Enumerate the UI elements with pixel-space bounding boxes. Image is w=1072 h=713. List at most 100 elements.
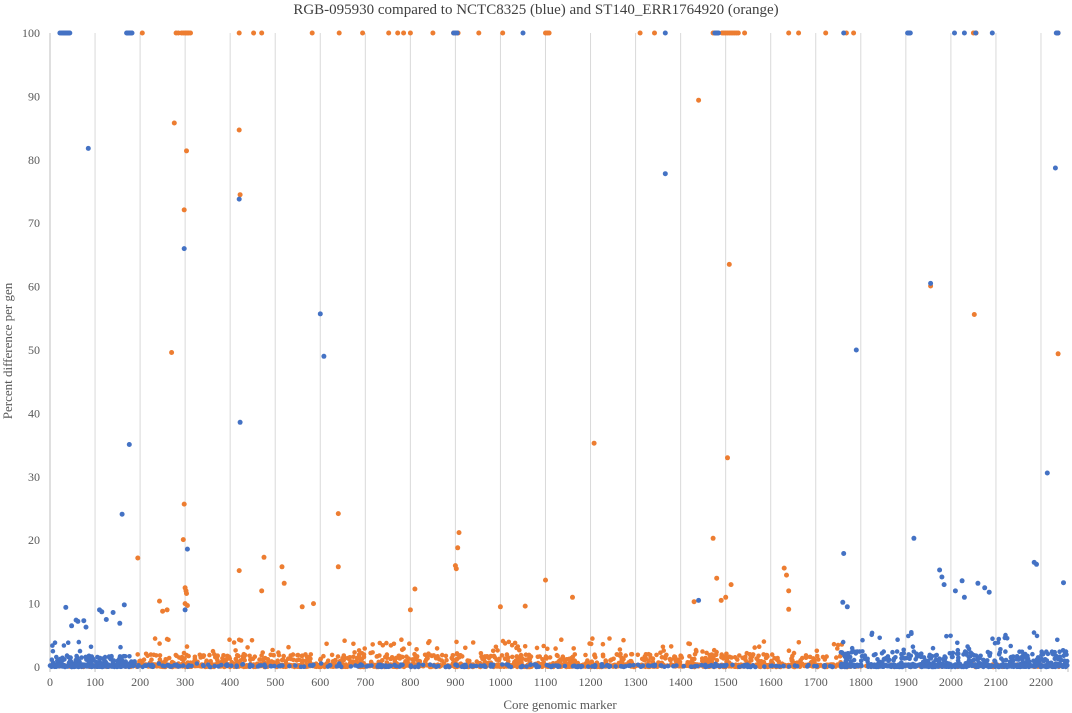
blue-point — [1055, 637, 1060, 643]
blue-point — [50, 660, 56, 665]
orange-point — [522, 603, 528, 609]
orange-point — [212, 652, 217, 657]
blue-point — [853, 347, 859, 353]
blue-point — [716, 663, 722, 669]
y-axis-label: Percent difference per gen — [0, 282, 15, 419]
orange-point — [286, 644, 291, 650]
blue-point — [1040, 652, 1046, 657]
chart-title: RGB-095930 compared to NCTC8325 (blue) a… — [293, 2, 778, 18]
blue-point — [364, 664, 369, 669]
orange-point — [555, 653, 560, 659]
orange-point — [572, 658, 578, 663]
orange-point — [834, 655, 839, 660]
blue-point — [952, 30, 957, 36]
blue-point — [287, 663, 292, 669]
blue-point — [631, 663, 636, 668]
orange-point — [553, 646, 558, 651]
orange-point — [169, 350, 175, 355]
orange-point — [495, 648, 500, 653]
blue-point — [1024, 664, 1030, 669]
orange-point — [392, 658, 398, 664]
orange-point — [786, 588, 792, 594]
x-tick-label: 1400 — [669, 675, 693, 689]
orange-point — [500, 638, 506, 644]
orange-point — [268, 652, 274, 658]
orange-point — [723, 594, 729, 600]
y-tick-label: 100 — [22, 26, 40, 40]
x-tick-label: 1700 — [804, 675, 828, 689]
blue-point — [105, 664, 111, 669]
blue-point — [524, 664, 529, 669]
blue-point — [1008, 655, 1014, 660]
blue-point — [1060, 663, 1065, 668]
blue-point — [895, 637, 900, 642]
orange-point — [270, 647, 275, 653]
blue-point — [959, 578, 965, 584]
blue-point — [590, 664, 595, 669]
x-tick-label: 300 — [176, 675, 194, 689]
orange-point — [145, 653, 150, 659]
orange-point — [629, 651, 635, 657]
x-tick-label: 600 — [311, 675, 329, 689]
orange-point — [470, 640, 476, 645]
orange-point — [184, 591, 189, 596]
blue-point — [73, 657, 79, 663]
orange-point — [725, 455, 730, 461]
blue-point — [688, 664, 694, 669]
blue-point — [127, 654, 132, 659]
blue-point — [74, 663, 79, 669]
blue-point — [956, 651, 961, 657]
blue-point — [944, 633, 949, 639]
blue-point — [66, 654, 71, 660]
orange-point — [395, 30, 401, 36]
orange-point — [811, 656, 816, 661]
orange-point — [603, 658, 608, 663]
x-tick-label: 1900 — [894, 675, 918, 689]
blue-point — [1063, 649, 1069, 654]
orange-point — [176, 655, 182, 660]
orange-point — [726, 261, 732, 267]
blue-point — [127, 663, 133, 668]
orange-point — [173, 652, 179, 658]
blue-point — [184, 546, 190, 552]
blue-point — [840, 599, 846, 605]
orange-point — [384, 652, 390, 657]
orange-point — [291, 657, 296, 663]
blue-point — [865, 656, 870, 662]
orange-point — [694, 649, 699, 654]
orange-point — [412, 657, 417, 662]
blue-point — [301, 664, 307, 669]
orange-point — [296, 657, 302, 662]
blue-point — [928, 280, 934, 286]
orange-point — [492, 654, 498, 660]
blue-point — [67, 30, 73, 36]
orange-point — [309, 30, 315, 36]
orange-point — [687, 654, 692, 659]
y-tick-label: 90 — [28, 89, 40, 103]
blue-point — [713, 663, 719, 669]
blue-point — [937, 567, 943, 573]
orange-point — [600, 641, 606, 647]
orange-point — [281, 657, 286, 662]
blue-point — [83, 624, 89, 630]
x-tick-label: 400 — [221, 675, 239, 689]
blue-point — [840, 639, 846, 645]
orange-point — [341, 653, 347, 658]
orange-point — [192, 654, 198, 660]
orange-point — [245, 645, 250, 650]
orange-point — [299, 604, 305, 610]
orange-point — [453, 566, 459, 572]
blue-point — [1030, 651, 1035, 657]
orange-point — [659, 655, 665, 660]
blue-point — [842, 661, 847, 667]
x-tick-label: 200 — [131, 675, 149, 689]
blue-point — [1008, 643, 1013, 649]
blue-point — [921, 663, 927, 669]
orange-point — [786, 30, 792, 36]
blue-point — [841, 551, 847, 556]
orange-point — [758, 659, 764, 665]
orange-point — [493, 644, 499, 650]
blue-point — [53, 663, 59, 669]
orange-point — [781, 565, 787, 571]
